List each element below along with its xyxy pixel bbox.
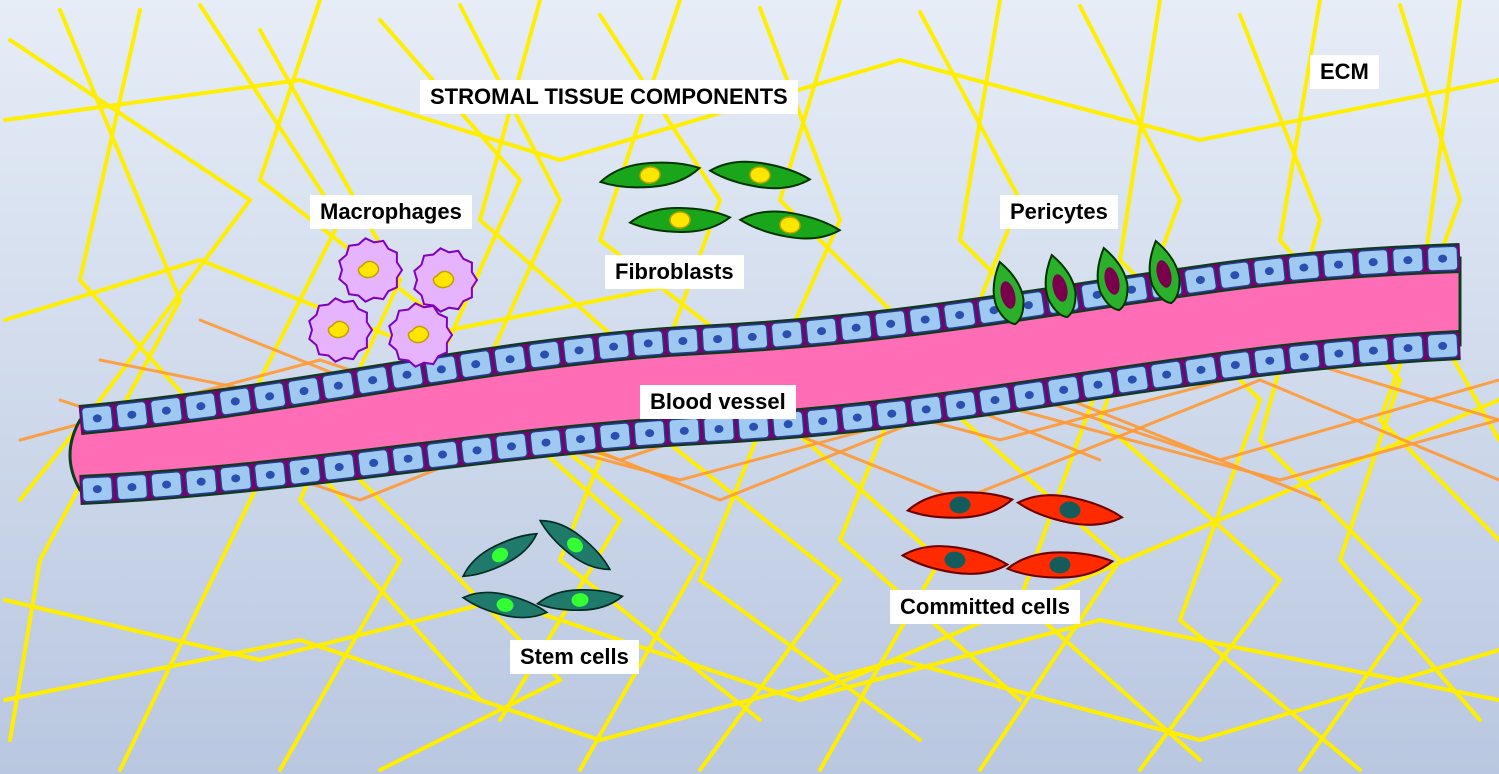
macrophages-label: Macrophages [310,195,472,229]
ecm-label: ECM [1310,55,1379,89]
blood-vessel-label: Blood vessel [640,385,796,419]
pericytes-label: Pericytes [1000,195,1118,229]
fibroblasts-label: Fibroblasts [605,255,744,289]
committed-cells-label: Committed cells [890,590,1080,624]
title-label: STROMAL TISSUE COMPONENTS [420,80,798,114]
stem-cells-label: Stem cells [510,640,639,674]
